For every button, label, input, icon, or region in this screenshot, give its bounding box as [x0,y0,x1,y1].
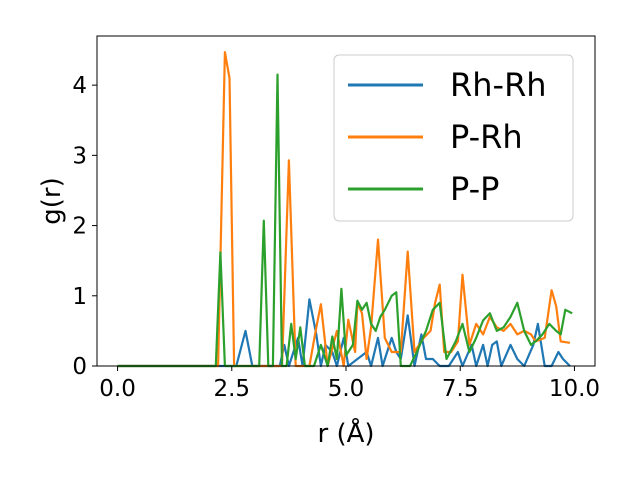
y-tick-label: 3 [72,143,87,169]
x-tick-label: 10.0 [549,376,600,402]
legend-box [333,54,574,222]
x-axis-ticks: 0.0 2.5 5.0 7.5 10.0 [99,366,600,402]
x-tick-label: 0.0 [99,376,136,402]
y-tick-label: 4 [72,73,87,99]
x-tick-label: 7.5 [442,376,479,402]
y-tick-label: 0 [72,354,87,380]
x-tick-label: 5.0 [328,376,365,402]
x-axis-label: r (Å) [317,417,374,449]
y-tick-label: 2 [72,214,87,240]
y-tick-label: 1 [72,284,87,310]
x-tick-label: 2.5 [213,376,250,402]
legend: Rh-Rh P-Rh P-P [333,54,574,222]
legend-label: Rh-Rh [450,66,547,104]
series-line-p-rh [117,51,571,368]
y-axis-label: g(r) [37,177,67,224]
y-axis-ticks: 0 1 2 3 4 [72,73,97,380]
legend-label: P-P [450,170,499,208]
legend-label: P-Rh [450,118,523,156]
